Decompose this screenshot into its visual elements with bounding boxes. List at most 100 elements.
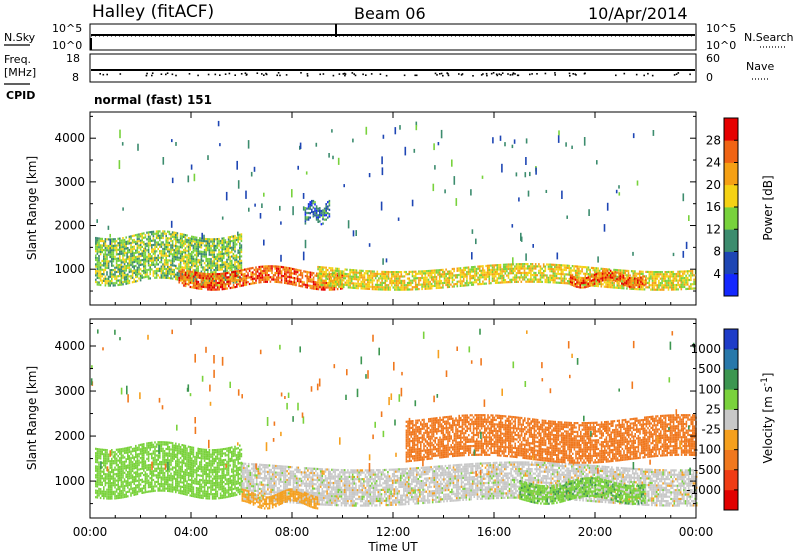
power-cell bbox=[432, 278, 435, 281]
power-cell bbox=[448, 279, 451, 282]
velocity-cell bbox=[135, 488, 137, 492]
power-cell bbox=[549, 276, 551, 279]
power-cell bbox=[287, 280, 289, 283]
power-cell bbox=[530, 278, 532, 281]
power-cell bbox=[653, 288, 655, 291]
power-cell bbox=[235, 260, 238, 264]
power-cell bbox=[192, 286, 195, 289]
power-cell bbox=[104, 268, 107, 272]
power-cell bbox=[506, 270, 508, 273]
power-cell bbox=[181, 250, 183, 253]
power-cell bbox=[394, 284, 396, 287]
power-cell bbox=[622, 271, 625, 274]
power-cell bbox=[438, 273, 441, 276]
power-cell bbox=[464, 284, 467, 287]
power-cell bbox=[619, 277, 621, 280]
power-cell bbox=[509, 270, 511, 273]
power-cell bbox=[279, 267, 281, 271]
power-cell bbox=[232, 284, 235, 287]
velocity-cell bbox=[96, 492, 99, 495]
velocity-cell bbox=[127, 449, 129, 452]
power-cell bbox=[440, 268, 443, 272]
power-cell bbox=[98, 274, 100, 277]
power-scatter-cell bbox=[292, 206, 294, 216]
power-cell bbox=[168, 268, 171, 271]
power-cell bbox=[263, 280, 265, 283]
power-cell bbox=[232, 244, 235, 247]
velocity-cell bbox=[138, 479, 140, 482]
power-cell bbox=[114, 244, 116, 247]
velocity-cell bbox=[107, 471, 110, 474]
power-cell bbox=[139, 246, 142, 249]
power-cell bbox=[111, 251, 113, 254]
nave-dot bbox=[544, 72, 547, 75]
power-cell bbox=[167, 261, 169, 264]
power-cell bbox=[394, 277, 396, 280]
power-cell bbox=[410, 270, 412, 273]
power-cell bbox=[642, 286, 644, 289]
power-cell bbox=[203, 255, 206, 258]
power-cell bbox=[308, 271, 310, 274]
power-cell bbox=[181, 235, 183, 238]
power-cell bbox=[333, 282, 335, 285]
power-cell bbox=[424, 274, 427, 277]
power-cell bbox=[176, 276, 179, 279]
power-cell bbox=[538, 269, 540, 272]
power-cell bbox=[395, 286, 398, 289]
velocity-cell bbox=[107, 460, 110, 463]
power-cell bbox=[309, 207, 311, 210]
power-cell bbox=[470, 281, 473, 284]
velocity-cell bbox=[128, 470, 131, 473]
power-cell bbox=[342, 285, 345, 289]
power-cell bbox=[533, 267, 535, 270]
power-cell bbox=[95, 254, 97, 257]
power-cell bbox=[374, 274, 377, 278]
power-cell bbox=[390, 271, 393, 274]
power-cell bbox=[626, 269, 628, 272]
power-cell bbox=[459, 269, 462, 272]
power-cell bbox=[111, 240, 113, 243]
power-cell bbox=[128, 270, 131, 274]
power-cell bbox=[109, 271, 111, 274]
freq-right-label: Nave bbox=[746, 60, 774, 73]
power-scatter-cell bbox=[529, 171, 531, 177]
velocity-cell bbox=[106, 449, 108, 452]
power-cell bbox=[212, 288, 214, 291]
velocity-cell bbox=[119, 472, 121, 475]
power-cell bbox=[533, 280, 535, 283]
power-cell bbox=[368, 287, 371, 290]
power-cell bbox=[517, 267, 519, 270]
power-cell bbox=[333, 280, 335, 283]
power-cell bbox=[374, 288, 377, 291]
power-cell bbox=[512, 269, 515, 273]
power-cell bbox=[410, 284, 412, 287]
power-cell bbox=[339, 281, 342, 284]
power-cell bbox=[311, 285, 313, 288]
power-cell bbox=[104, 262, 107, 265]
power-cell bbox=[518, 278, 521, 281]
power-cell bbox=[298, 284, 300, 287]
velocity-cell bbox=[103, 473, 105, 476]
power-scatter-cell bbox=[337, 157, 340, 165]
power-cell bbox=[244, 281, 246, 284]
velocity-cell bbox=[119, 496, 121, 499]
power-cell bbox=[170, 250, 172, 253]
power-cell bbox=[322, 279, 324, 282]
power-cell bbox=[107, 264, 110, 267]
power-cell bbox=[171, 240, 174, 243]
power-cell bbox=[191, 275, 193, 278]
power-cell bbox=[453, 285, 455, 288]
power-cell bbox=[276, 265, 278, 268]
power-cell bbox=[199, 263, 201, 266]
power-cell bbox=[656, 273, 659, 276]
velocity-cell bbox=[133, 462, 135, 466]
power-cell bbox=[370, 274, 372, 277]
power-cell bbox=[490, 264, 492, 267]
power-cell bbox=[187, 259, 190, 262]
power-cell bbox=[109, 247, 111, 250]
power-cell bbox=[107, 284, 110, 287]
power-cell bbox=[569, 274, 572, 277]
power-cell bbox=[139, 235, 142, 238]
power-cell bbox=[231, 240, 233, 243]
power-cell bbox=[298, 273, 300, 276]
